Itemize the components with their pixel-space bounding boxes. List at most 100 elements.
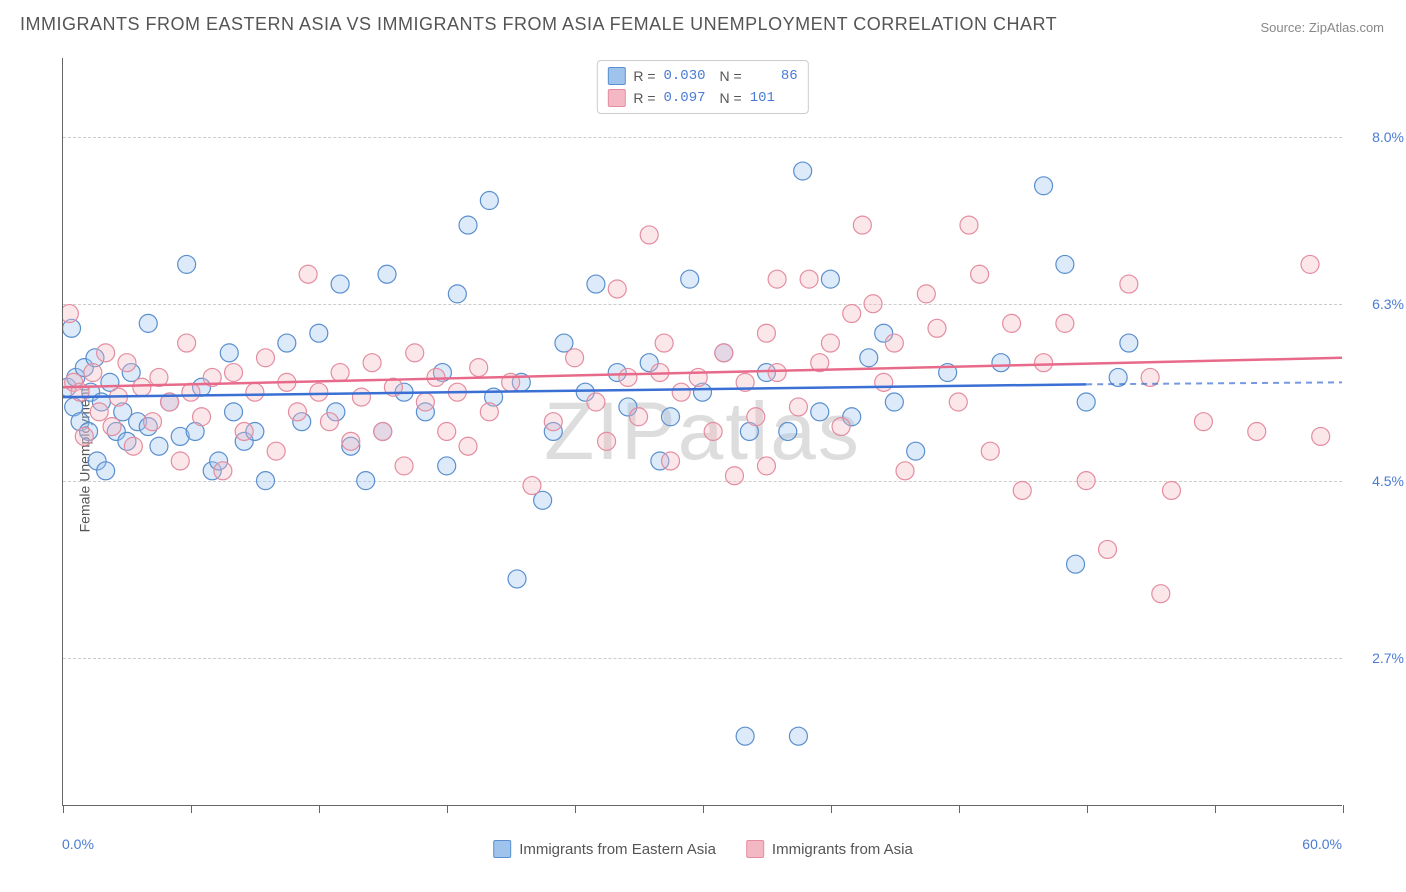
data-point [928, 319, 946, 337]
data-point [257, 472, 275, 490]
data-point [757, 457, 775, 475]
legend-n-label: N = [720, 68, 742, 84]
data-point [949, 393, 967, 411]
data-point [363, 354, 381, 372]
data-point [459, 437, 477, 455]
data-point [523, 477, 541, 495]
data-point [779, 423, 797, 441]
data-point [1120, 275, 1138, 293]
data-point [480, 192, 498, 210]
legend-n-value: 86 [750, 68, 798, 84]
legend-swatch-eastern-asia [607, 67, 625, 85]
data-point [416, 393, 434, 411]
x-tick [191, 805, 192, 813]
data-point [1301, 255, 1319, 273]
data-point [768, 270, 786, 288]
data-point [789, 727, 807, 745]
data-point [63, 305, 78, 323]
data-point [214, 462, 232, 480]
legend-swatch-eastern-asia [493, 840, 511, 858]
data-point [821, 270, 839, 288]
data-point [566, 349, 584, 367]
data-point [587, 275, 605, 293]
data-point [97, 344, 115, 362]
data-point [427, 368, 445, 386]
data-point [331, 364, 349, 382]
scatter-layer [63, 58, 1342, 805]
data-point [225, 364, 243, 382]
legend-swatch-asia [746, 840, 764, 858]
data-point [1194, 413, 1212, 431]
data-point [789, 398, 807, 416]
data-point [608, 280, 626, 298]
data-point [133, 378, 151, 396]
data-point [630, 408, 648, 426]
x-tick [703, 805, 704, 813]
legend-stats-row: R = 0.030 N = 86 [607, 65, 797, 87]
data-point [171, 452, 189, 470]
data-point [860, 349, 878, 367]
data-point [811, 403, 829, 421]
data-point [144, 413, 162, 431]
legend-label: Immigrants from Eastern Asia [519, 841, 716, 858]
data-point [1056, 255, 1074, 273]
data-point [1248, 423, 1266, 441]
data-point [1141, 368, 1159, 386]
data-point [1109, 368, 1127, 386]
data-point [502, 373, 520, 391]
y-tick-label: 2.7% [1372, 650, 1404, 666]
data-point [651, 364, 669, 382]
data-point [225, 403, 243, 421]
legend-item-eastern-asia: Immigrants from Eastern Asia [493, 840, 716, 858]
data-point [1067, 555, 1085, 573]
data-point [299, 265, 317, 283]
data-point [109, 388, 127, 406]
x-tick [1215, 805, 1216, 813]
data-point [406, 344, 424, 362]
legend-item-asia: Immigrants from Asia [746, 840, 913, 858]
data-point [178, 255, 196, 273]
data-point [508, 570, 526, 588]
data-point [139, 314, 157, 332]
data-point [438, 423, 456, 441]
data-point [885, 334, 903, 352]
data-point [459, 216, 477, 234]
data-point [544, 413, 562, 431]
x-tick [959, 805, 960, 813]
data-point [267, 442, 285, 460]
data-point [320, 413, 338, 431]
source-attribution: Source: ZipAtlas.com [1260, 20, 1384, 35]
data-point [310, 324, 328, 342]
legend-r-value: 0.097 [664, 90, 712, 106]
x-tick [63, 805, 64, 813]
data-point [1003, 314, 1021, 332]
data-point [1077, 472, 1095, 490]
data-point [992, 354, 1010, 372]
data-point [896, 462, 914, 480]
legend-swatch-asia [607, 89, 625, 107]
legend-r-label: R = [633, 90, 655, 106]
data-point [971, 265, 989, 283]
data-point [672, 383, 690, 401]
data-point [438, 457, 456, 475]
data-point [907, 442, 925, 460]
data-point [193, 408, 211, 426]
x-tick [831, 805, 832, 813]
data-point [470, 359, 488, 377]
data-point [384, 378, 402, 396]
data-point [378, 265, 396, 283]
data-point [448, 285, 466, 303]
data-point [278, 373, 296, 391]
data-point [800, 270, 818, 288]
data-point [246, 383, 264, 401]
y-tick-label: 8.0% [1372, 129, 1404, 145]
data-point [71, 383, 89, 401]
legend-bottom: Immigrants from Eastern Asia Immigrants … [493, 840, 913, 858]
data-point [150, 368, 168, 386]
data-point [1312, 427, 1330, 445]
y-tick-label: 6.3% [1372, 296, 1404, 312]
data-point [448, 383, 466, 401]
data-point [97, 462, 115, 480]
data-point [357, 472, 375, 490]
data-point [704, 423, 722, 441]
